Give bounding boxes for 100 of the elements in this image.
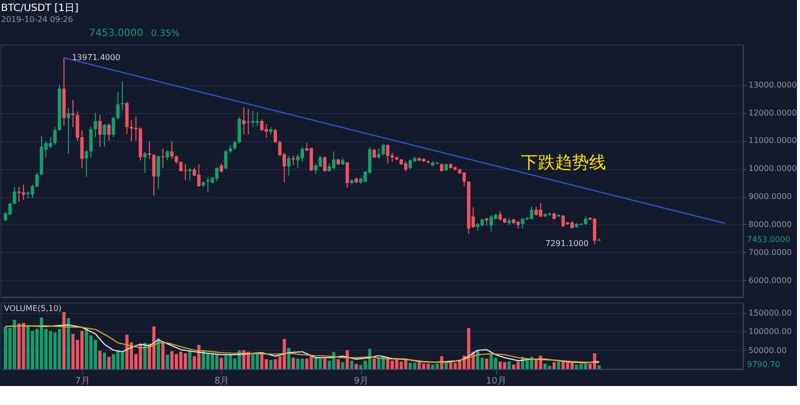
candlestick (346, 161, 349, 188)
bar (107, 356, 111, 369)
y-tick-label: 13000.0000 (748, 80, 797, 90)
bar (444, 362, 448, 369)
candlestick (120, 81, 124, 111)
bar (341, 362, 344, 369)
bar (336, 359, 340, 369)
annotation: 下跌趋势线 (521, 153, 606, 173)
text: 0.35% (151, 29, 180, 39)
y-tick-label: 11000.0000 (748, 136, 797, 146)
y-tick-label: 150000.00 (748, 308, 792, 318)
bar (575, 364, 578, 369)
candlestick (107, 122, 111, 142)
x-tick-label: 7月 (75, 376, 90, 386)
candlestick (220, 162, 224, 174)
y-tick-label: 50000.00 (748, 346, 787, 355)
candlestick (188, 167, 192, 182)
candlestick (130, 120, 134, 142)
bar (292, 358, 295, 369)
text: 9790.70 (747, 360, 780, 369)
candlestick (260, 118, 264, 132)
candlestick (170, 140, 174, 160)
x-tick-label: 10月 (486, 376, 506, 386)
bar (485, 358, 488, 369)
bar (346, 350, 349, 369)
bar (26, 326, 30, 369)
bar (166, 354, 169, 369)
x-tick-label: 9月 (354, 376, 369, 386)
text: 7453.0000 (747, 235, 790, 244)
y-tick-label: 100000.00 (748, 327, 792, 336)
candlestick (22, 184, 26, 200)
candlestick (125, 101, 129, 135)
y-tick-label: 12000.0000 (748, 108, 797, 118)
candlestick (377, 148, 380, 160)
candlestick (538, 202, 542, 218)
bar (287, 348, 290, 369)
candlestick (84, 150, 88, 178)
bar (22, 322, 26, 369)
x-tick-label: 8月 (214, 376, 230, 386)
candlestick (251, 110, 255, 128)
bar (220, 358, 223, 369)
candlestick (166, 150, 170, 161)
candlestick (238, 116, 242, 144)
candlestick (179, 160, 183, 172)
candlestick (592, 217, 596, 245)
annotation: 13971.4000 (72, 52, 120, 62)
bar (112, 354, 116, 369)
chart-subtitle: 2019-10-24 09:26 (1, 15, 74, 24)
candlestick (116, 91, 120, 120)
y-tick-label: 10000.0000 (748, 164, 797, 174)
candlestick (242, 106, 246, 136)
text: 7453.0000 (89, 28, 144, 39)
bar (62, 312, 66, 369)
chart-title: VOLUME(5,10) (4, 304, 62, 313)
candlestick (89, 126, 93, 158)
y-tick-label: 6000.0000 (748, 276, 792, 285)
bar (17, 323, 21, 369)
candlestick (274, 128, 278, 144)
candlestick (224, 149, 228, 170)
chart-title: BTC/USDT [1日] (1, 3, 79, 14)
candlestick (156, 155, 160, 190)
bar (215, 354, 218, 369)
candlestick (233, 140, 237, 150)
bar (552, 362, 556, 369)
bar (102, 352, 106, 369)
candlestick (17, 186, 21, 202)
annotation: 7291.1000 (545, 239, 589, 248)
bar (53, 332, 57, 369)
y-tick-label: 8000.0000 (748, 220, 792, 229)
candlestick (382, 143, 385, 156)
candlestick (206, 177, 210, 193)
bar (30, 330, 34, 369)
candlestick (112, 116, 116, 138)
candlestick (287, 155, 291, 176)
bar (12, 320, 16, 369)
bar (161, 342, 164, 369)
candlestick (462, 172, 466, 187)
bar (557, 362, 560, 369)
bar (66, 318, 70, 369)
candlestick (372, 148, 376, 159)
candlestick (98, 114, 102, 148)
bar (4, 326, 8, 369)
y-tick-label: 7000.0000 (748, 248, 792, 257)
bar (350, 360, 354, 369)
candlestick (94, 112, 98, 138)
bar (71, 334, 75, 369)
candlestick (161, 148, 165, 168)
candlestick (148, 140, 152, 160)
bar (354, 364, 358, 369)
bar (269, 360, 272, 369)
bar (323, 358, 326, 369)
candlestick (323, 156, 326, 172)
bar (508, 362, 511, 369)
candlestick (152, 154, 156, 196)
bar (40, 318, 44, 369)
candlestick (102, 123, 106, 148)
bar (372, 358, 376, 369)
bar (184, 353, 187, 369)
y-tick-label: 9000.0000 (748, 192, 792, 202)
bar (80, 330, 84, 369)
